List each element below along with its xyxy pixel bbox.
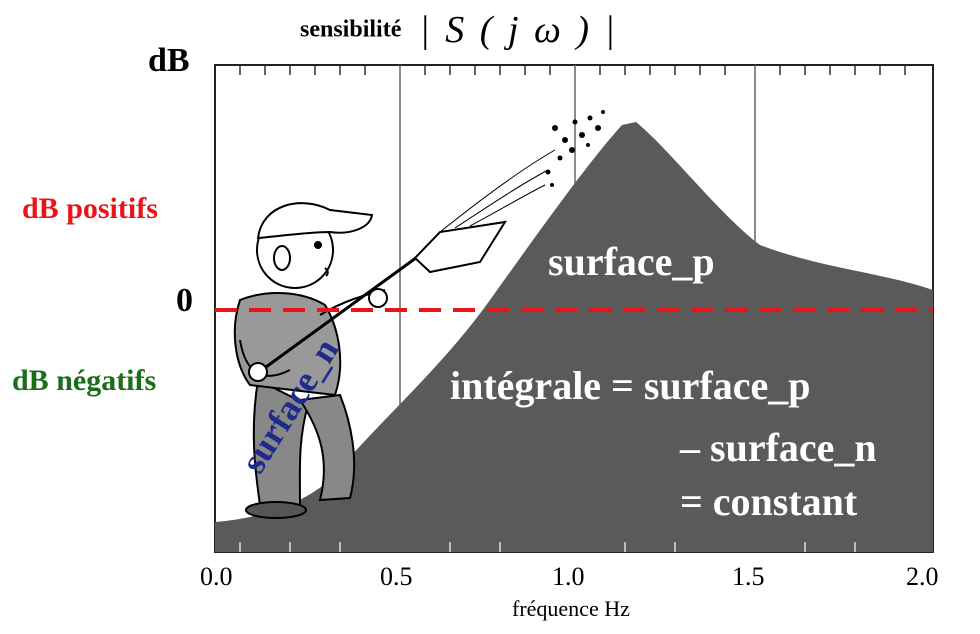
sensitivity-area [215, 122, 933, 552]
worker-illustration [233, 110, 605, 519]
x-tick-label: 0.5 [380, 562, 413, 591]
top-ruler-ticks [239, 65, 906, 75]
x-tick-label: 0.0 [200, 562, 233, 591]
x-tick-label: 1.0 [552, 562, 585, 591]
title-formula: | S ( j ω ) | [419, 9, 615, 51]
positive-db-label: dB positifs [22, 192, 158, 225]
x-tick-label: 1.5 [732, 562, 765, 591]
x-axis-label: fréquence Hz [512, 596, 630, 621]
title-word: sensibilité [300, 16, 402, 43]
zero-label: 0 [176, 282, 193, 319]
integral-line-1: intégrale = surface_p [450, 363, 811, 408]
integral-line-2: – surface_n [680, 425, 877, 470]
bottom-ruler-ticks [239, 542, 856, 552]
y-axis-unit: dB [148, 42, 190, 79]
diagram-title: sensibilité | S ( j ω ) | [300, 8, 720, 60]
negative-db-label: dB négatifs [12, 364, 157, 397]
integral-line-3: = constant [680, 479, 858, 524]
surface-p-label: surface_p [548, 239, 715, 284]
x-tick-label: 2.0 [906, 562, 939, 591]
